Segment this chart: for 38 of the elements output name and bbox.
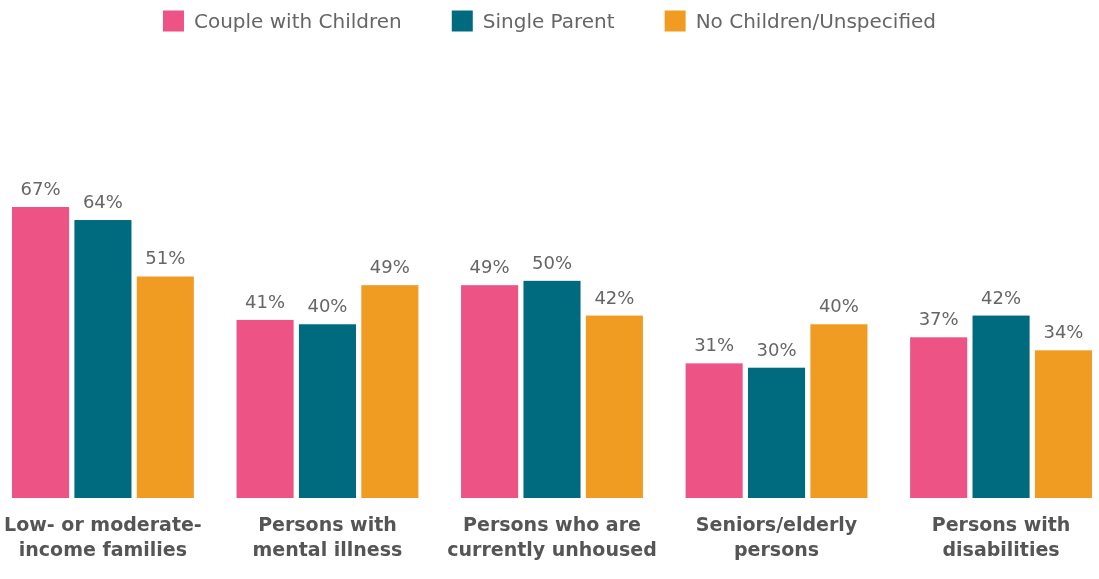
legend-label: Single Parent [482,9,615,33]
legend-label: No Children/Unspecified [695,9,937,33]
bar [1034,350,1092,498]
data-label: 42% [594,286,635,308]
bar [585,315,643,498]
bar [461,285,519,498]
data-label: 42% [981,286,1022,308]
data-label: 49% [469,256,510,278]
data-label: 51% [145,247,186,269]
bar [12,207,70,498]
data-label: 31% [694,334,735,356]
data-label: 40% [307,295,348,317]
data-label: 30% [756,338,797,360]
data-label: 41% [245,290,286,312]
data-label: 37% [918,308,959,330]
bar [136,276,194,498]
bar [972,315,1030,498]
x-tick-label: Seniors/elderly persons [695,513,858,560]
bar [523,280,581,498]
legend-label: Couple with Children [193,9,402,33]
x-tick-label: Persons who are currently unhoused [447,513,657,560]
x-tick-label: Persons with disabilities [931,513,1071,560]
bar [810,324,868,498]
data-label: 67% [20,178,61,199]
x-tick-label: Low- or moderate- income families [4,513,202,560]
bar [74,220,132,498]
x-tick-label: Persons with mental illness [252,513,403,560]
bar [236,319,294,498]
bar [685,363,743,498]
data-label: 34% [1043,321,1084,343]
bar [910,337,968,498]
data-label: 64% [82,191,123,213]
data-label: 50% [531,251,573,273]
data-label: 49% [369,256,410,278]
data-label: 40% [818,295,859,317]
bar [361,285,419,498]
bar [298,324,357,498]
bar [747,367,806,498]
